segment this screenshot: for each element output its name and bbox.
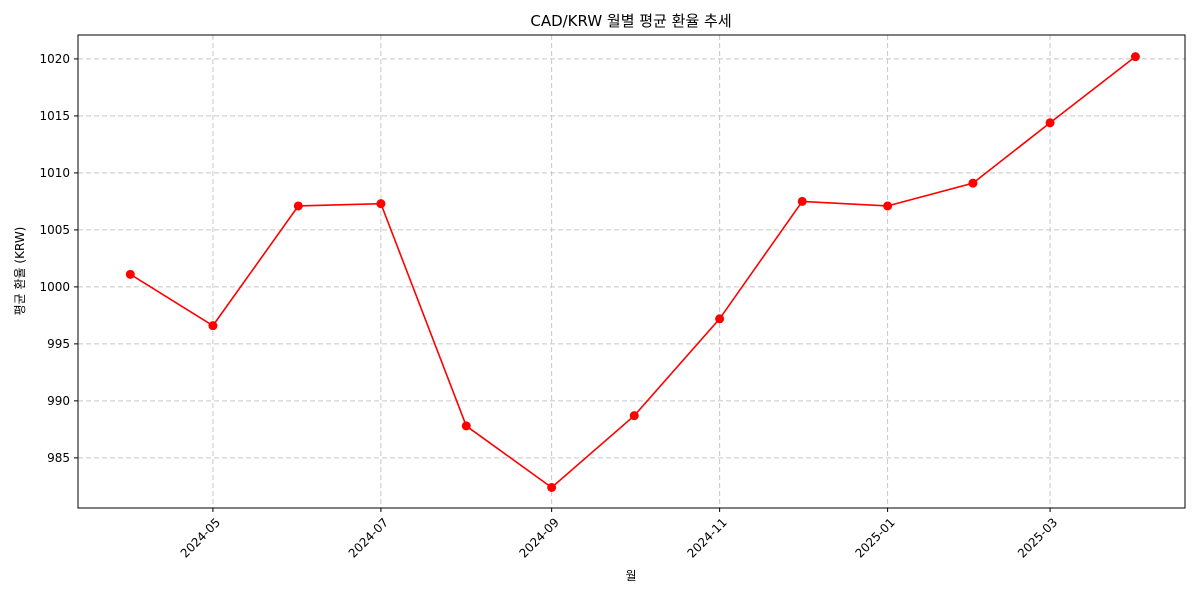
y-tick-label: 990 — [47, 394, 70, 408]
y-axis-ticks: 985 990 995 1000 1005 1010 1015 1020 — [39, 52, 78, 465]
chart-title: CAD/KRW 월별 평균 환율 추세 — [530, 12, 731, 30]
data-point — [547, 482, 557, 492]
y-axis-label: 평균 환율 (KRW) — [13, 227, 27, 316]
data-point — [125, 269, 135, 279]
y-tick-label: 1010 — [39, 166, 70, 180]
data-point — [715, 314, 725, 324]
data-point — [797, 196, 807, 206]
y-tick-label: 985 — [47, 451, 70, 465]
data-point — [208, 321, 218, 331]
plot-frame — [77, 34, 1186, 509]
data-point — [629, 411, 639, 421]
grid-lines — [78, 35, 1185, 508]
y-tick-label: 1015 — [39, 109, 70, 123]
y-tick-label: 1020 — [39, 52, 70, 66]
data-point — [883, 201, 893, 211]
data-point — [1045, 118, 1055, 128]
y-tick-label: 1005 — [39, 223, 70, 237]
series-line-layer — [125, 52, 1140, 492]
x-axis-label: 월 — [625, 569, 636, 583]
data-point — [1130, 52, 1140, 62]
y-tick-label: 995 — [47, 337, 70, 351]
data-point — [376, 199, 386, 209]
data-point — [461, 421, 471, 431]
data-point — [968, 178, 978, 188]
y-tick-label: 1000 — [39, 280, 70, 294]
data-point — [293, 201, 303, 211]
